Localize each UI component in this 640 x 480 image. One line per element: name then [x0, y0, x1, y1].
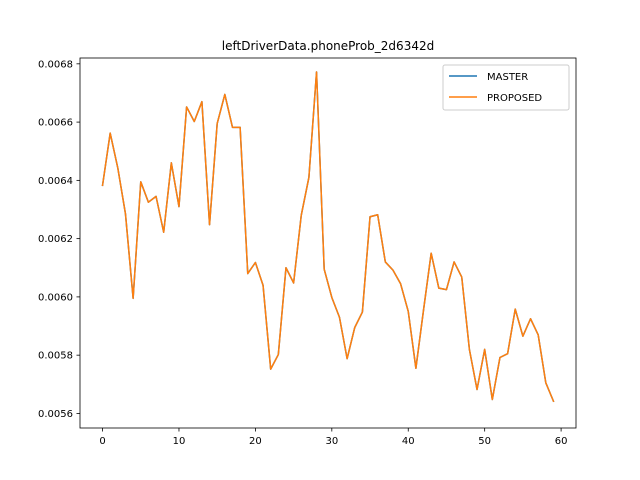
- x-axis: 0 10 20 30 40 50 60: [99, 428, 567, 447]
- y-tick-label: 0.0068: [38, 59, 73, 70]
- chart-title: leftDriverData.phoneProb_2d6342d: [222, 39, 434, 53]
- legend: MASTER PROPOSED: [442, 64, 570, 111]
- series-line-proposed: [101, 71, 555, 403]
- x-tick-label: 10: [173, 436, 186, 447]
- x-tick-label: 40: [402, 436, 415, 447]
- legend-label-master: MASTER: [487, 72, 528, 83]
- x-tick-label: 60: [555, 436, 568, 447]
- plot-frame: [79, 57, 577, 429]
- y-tick-label: 0.0062: [38, 234, 73, 245]
- legend-label-proposed: PROPOSED: [487, 93, 542, 104]
- y-tick-label: 0.0056: [38, 409, 73, 420]
- y-tick-label: 0.0066: [38, 118, 73, 129]
- x-tick-label: 50: [478, 436, 491, 447]
- y-axis: 0.0056 0.0058 0.0060 0.0062 0.0064 0.0066 0.00…: [38, 59, 80, 420]
- y-tick-label: 0.0064: [38, 176, 73, 187]
- x-tick-label: 0: [99, 436, 105, 447]
- x-tick-label: 20: [249, 436, 262, 447]
- series-layer: [101, 71, 555, 403]
- x-tick-label: 30: [325, 436, 338, 447]
- y-tick-label: 0.0058: [38, 351, 73, 362]
- y-tick-label: 0.0060: [38, 292, 73, 303]
